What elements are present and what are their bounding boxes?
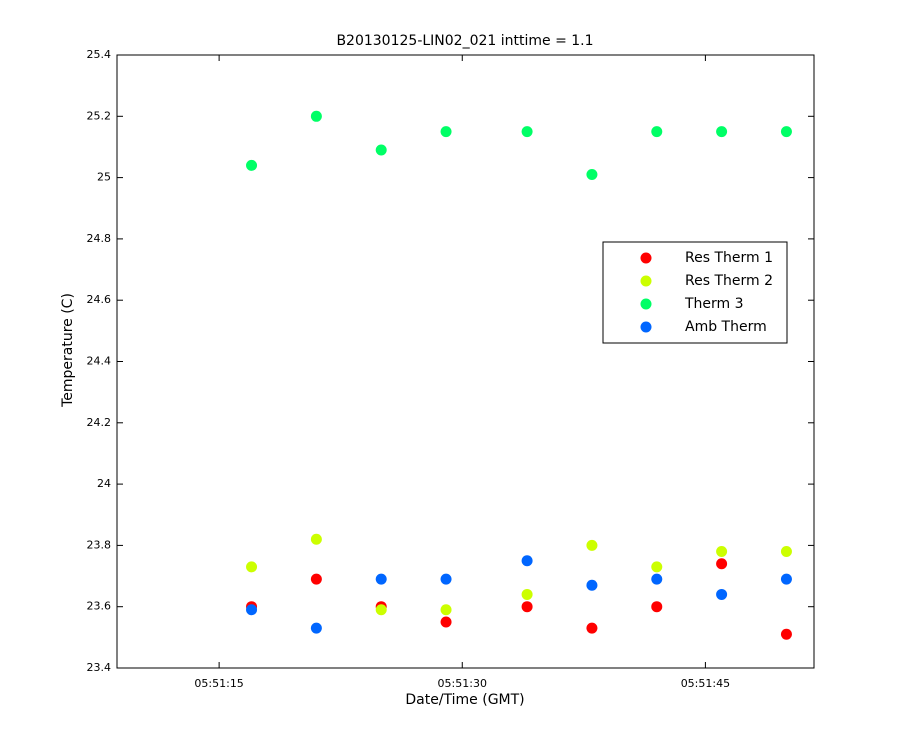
y-tick-label: 23.4 — [87, 661, 112, 674]
y-tick-label: 25.4 — [87, 48, 112, 61]
point — [440, 616, 452, 628]
point — [521, 555, 533, 567]
legend-marker — [640, 298, 652, 310]
x-tick-label: 05:51:30 — [438, 677, 487, 690]
point — [586, 579, 598, 591]
legend-label: Amb Therm — [685, 319, 767, 335]
point — [651, 601, 663, 613]
y-tick-label: 24 — [97, 477, 111, 490]
y-axis-label: Temperature (C) — [60, 293, 76, 408]
y-tick-label: 24.4 — [87, 355, 112, 368]
point — [246, 159, 258, 171]
point — [246, 604, 258, 616]
point — [586, 169, 598, 181]
y-tick-label: 23.8 — [87, 538, 112, 551]
legend-marker — [640, 275, 652, 287]
chart-title: B20130125-LIN02_021 inttime = 1.1 — [336, 33, 593, 49]
point — [716, 546, 728, 558]
point — [716, 588, 728, 600]
point — [375, 573, 387, 585]
y-tick-label: 24.6 — [87, 293, 112, 306]
point — [716, 126, 728, 138]
point — [651, 573, 663, 585]
legend-marker — [640, 321, 652, 333]
point — [310, 573, 322, 585]
legend-label: Res Therm 2 — [685, 273, 773, 289]
y-tick-label: 25 — [97, 171, 111, 184]
x-tick-label: 05:51:15 — [194, 677, 243, 690]
point — [780, 546, 792, 558]
point — [440, 604, 452, 616]
point — [375, 604, 387, 616]
point — [310, 533, 322, 545]
point — [780, 628, 792, 640]
y-tick-label: 24.8 — [87, 232, 112, 245]
point — [310, 622, 322, 634]
y-tick-label: 25.2 — [87, 109, 112, 122]
point — [780, 573, 792, 585]
point — [521, 601, 533, 613]
x-tick-label: 05:51:45 — [681, 677, 730, 690]
point — [716, 558, 728, 570]
legend-marker — [640, 252, 652, 264]
point — [375, 144, 387, 156]
y-tick-label: 24.2 — [87, 416, 112, 429]
point — [651, 561, 663, 573]
point — [586, 539, 598, 551]
point — [521, 126, 533, 138]
point — [651, 126, 663, 138]
point — [780, 126, 792, 138]
point — [521, 588, 533, 600]
y-tick-label: 23.6 — [87, 600, 112, 613]
plot-frame — [116, 54, 815, 669]
point — [586, 622, 598, 634]
x-axis-label: Date/Time (GMT) — [405, 692, 524, 708]
point — [440, 126, 452, 138]
legend-label: Therm 3 — [684, 296, 744, 312]
legend-label: Res Therm 1 — [685, 250, 773, 266]
point — [246, 561, 258, 573]
legend-box — [602, 241, 788, 344]
point — [310, 110, 322, 122]
point — [440, 573, 452, 585]
